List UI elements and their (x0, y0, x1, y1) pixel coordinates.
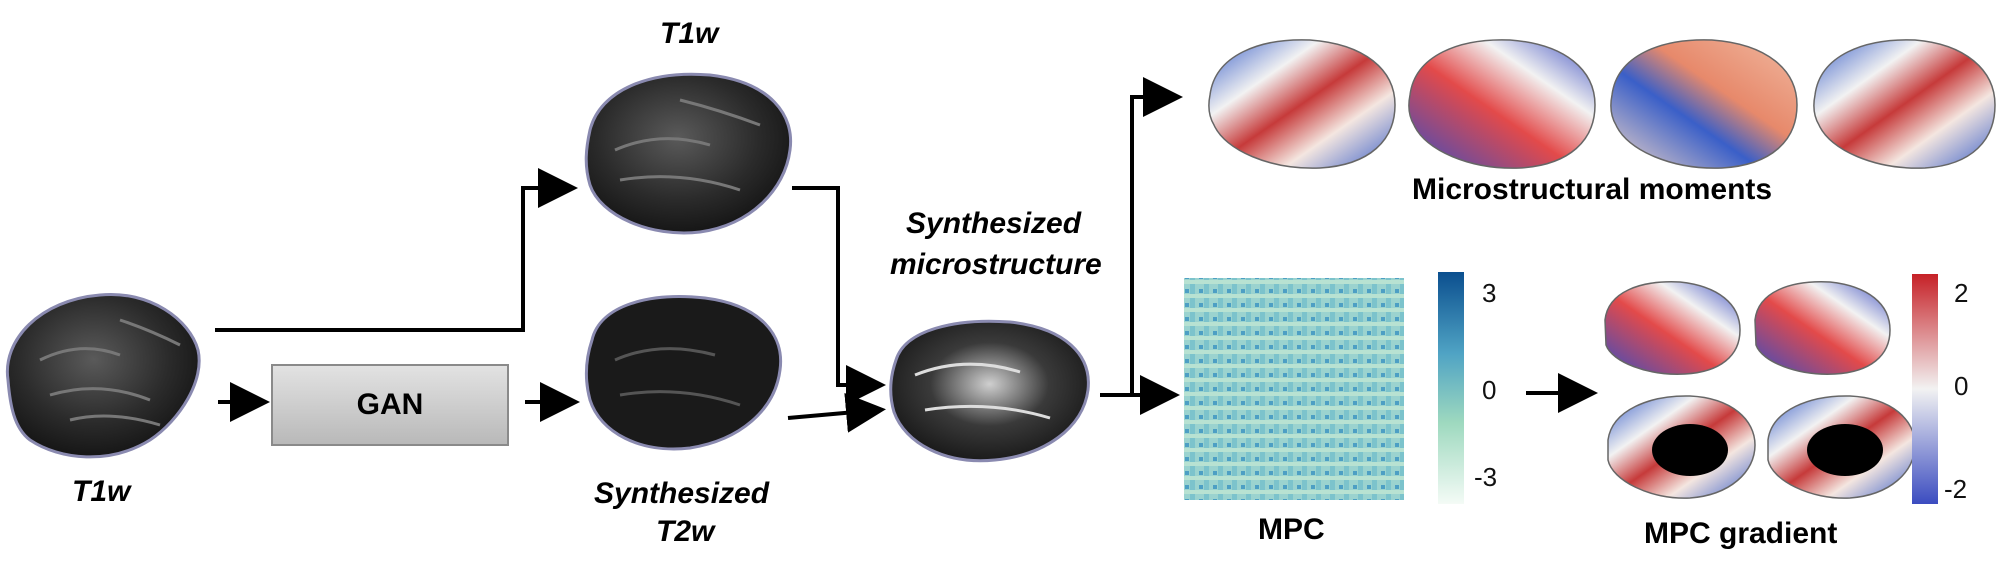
gradient-tick-bottom: -2 (1944, 474, 1968, 504)
gradient-tick-top: 2 (1954, 278, 1969, 308)
moment-map-2 (1408, 39, 1596, 169)
brain-synth-microstructure (889, 319, 1090, 463)
label-synth-micro-line2: microstructure (890, 248, 1102, 281)
gradient-map-lateral-left (1604, 281, 1741, 375)
brain-input-t1w (5, 292, 201, 459)
arrow-t1w-to-micro (792, 186, 886, 405)
label-synth-t2w-line2: T2w (656, 515, 715, 548)
gradient-map-medial-left (1607, 395, 1756, 499)
label-t1w-input: T1w (72, 475, 131, 508)
arrows (215, 77, 1598, 433)
gradient-tick-mid: 0 (1954, 371, 1969, 401)
brain-t1w-top (584, 72, 793, 235)
arrow-t2w-to-micro (787, 392, 886, 433)
arrow-input-to-t1w-top (215, 168, 578, 332)
label-t1w-top: T1w (660, 17, 719, 50)
gradient-map-lateral-right (1754, 281, 1891, 375)
moment-map-4 (1813, 39, 1996, 169)
label-mpc-title: MPC (1258, 513, 1325, 546)
mpc-tick-mid: 0 (1482, 375, 1497, 405)
moment-map-1 (1208, 39, 1396, 169)
gradient-map-medial-right (1767, 395, 1916, 499)
mpc-matrix (1184, 278, 1404, 500)
label-moments-title: Microstructural moments (1412, 173, 1773, 206)
moment-map-3 (1610, 39, 1798, 169)
label-synth-t2w-line1: Synthesized (594, 477, 770, 510)
gan-label: GAN (356, 388, 424, 421)
mpc-tick-bottom: -3 (1474, 462, 1498, 492)
gradient-colorbar (1912, 274, 1938, 504)
arrow-micro-to-moments (1100, 77, 1183, 397)
label-synth-micro-line1: Synthesized (906, 207, 1082, 240)
gan-box: GAN (271, 364, 509, 446)
mpc-colorbar (1438, 272, 1464, 504)
mpc-tick-top: 3 (1482, 278, 1497, 308)
label-gradient-title: MPC gradient (1644, 517, 1838, 550)
brain-synth-t2w (584, 295, 783, 451)
